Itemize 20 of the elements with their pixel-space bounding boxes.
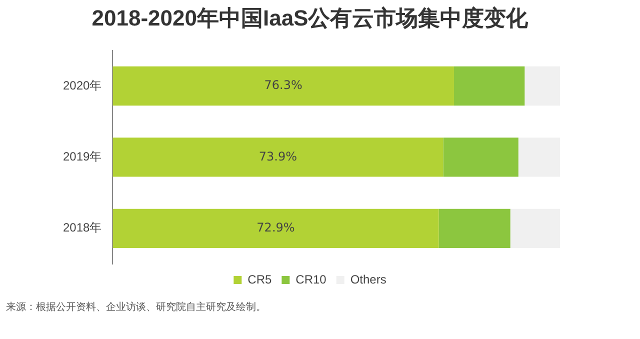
y-tick-label: 2018年 bbox=[62, 220, 102, 235]
bar bbox=[518, 138, 560, 177]
bar bbox=[524, 66, 560, 106]
y-tick-label: 2019年 bbox=[62, 150, 102, 164]
bar bbox=[438, 208, 510, 248]
bar bbox=[112, 138, 444, 177]
legend-label: Others bbox=[350, 272, 386, 286]
data-label: 72.9% bbox=[256, 220, 295, 235]
legend-label: CR5 bbox=[248, 272, 272, 286]
bar bbox=[454, 66, 525, 106]
source-note: 来源：根据公开资料、企业访谈、研究院自主研究及绘制。 bbox=[6, 300, 266, 314]
bar bbox=[510, 208, 560, 248]
bar bbox=[443, 138, 518, 177]
bar bbox=[112, 208, 439, 248]
data-label: 76.3% bbox=[264, 78, 302, 92]
chart-title: 2018-2020年中国IaaS公有云市场集中度变化 bbox=[92, 5, 530, 30]
y-tick-label: 2020年 bbox=[62, 78, 102, 92]
legend-label: CR10 bbox=[296, 272, 327, 286]
bar bbox=[112, 66, 454, 106]
data-label: 73.9% bbox=[258, 149, 298, 164]
